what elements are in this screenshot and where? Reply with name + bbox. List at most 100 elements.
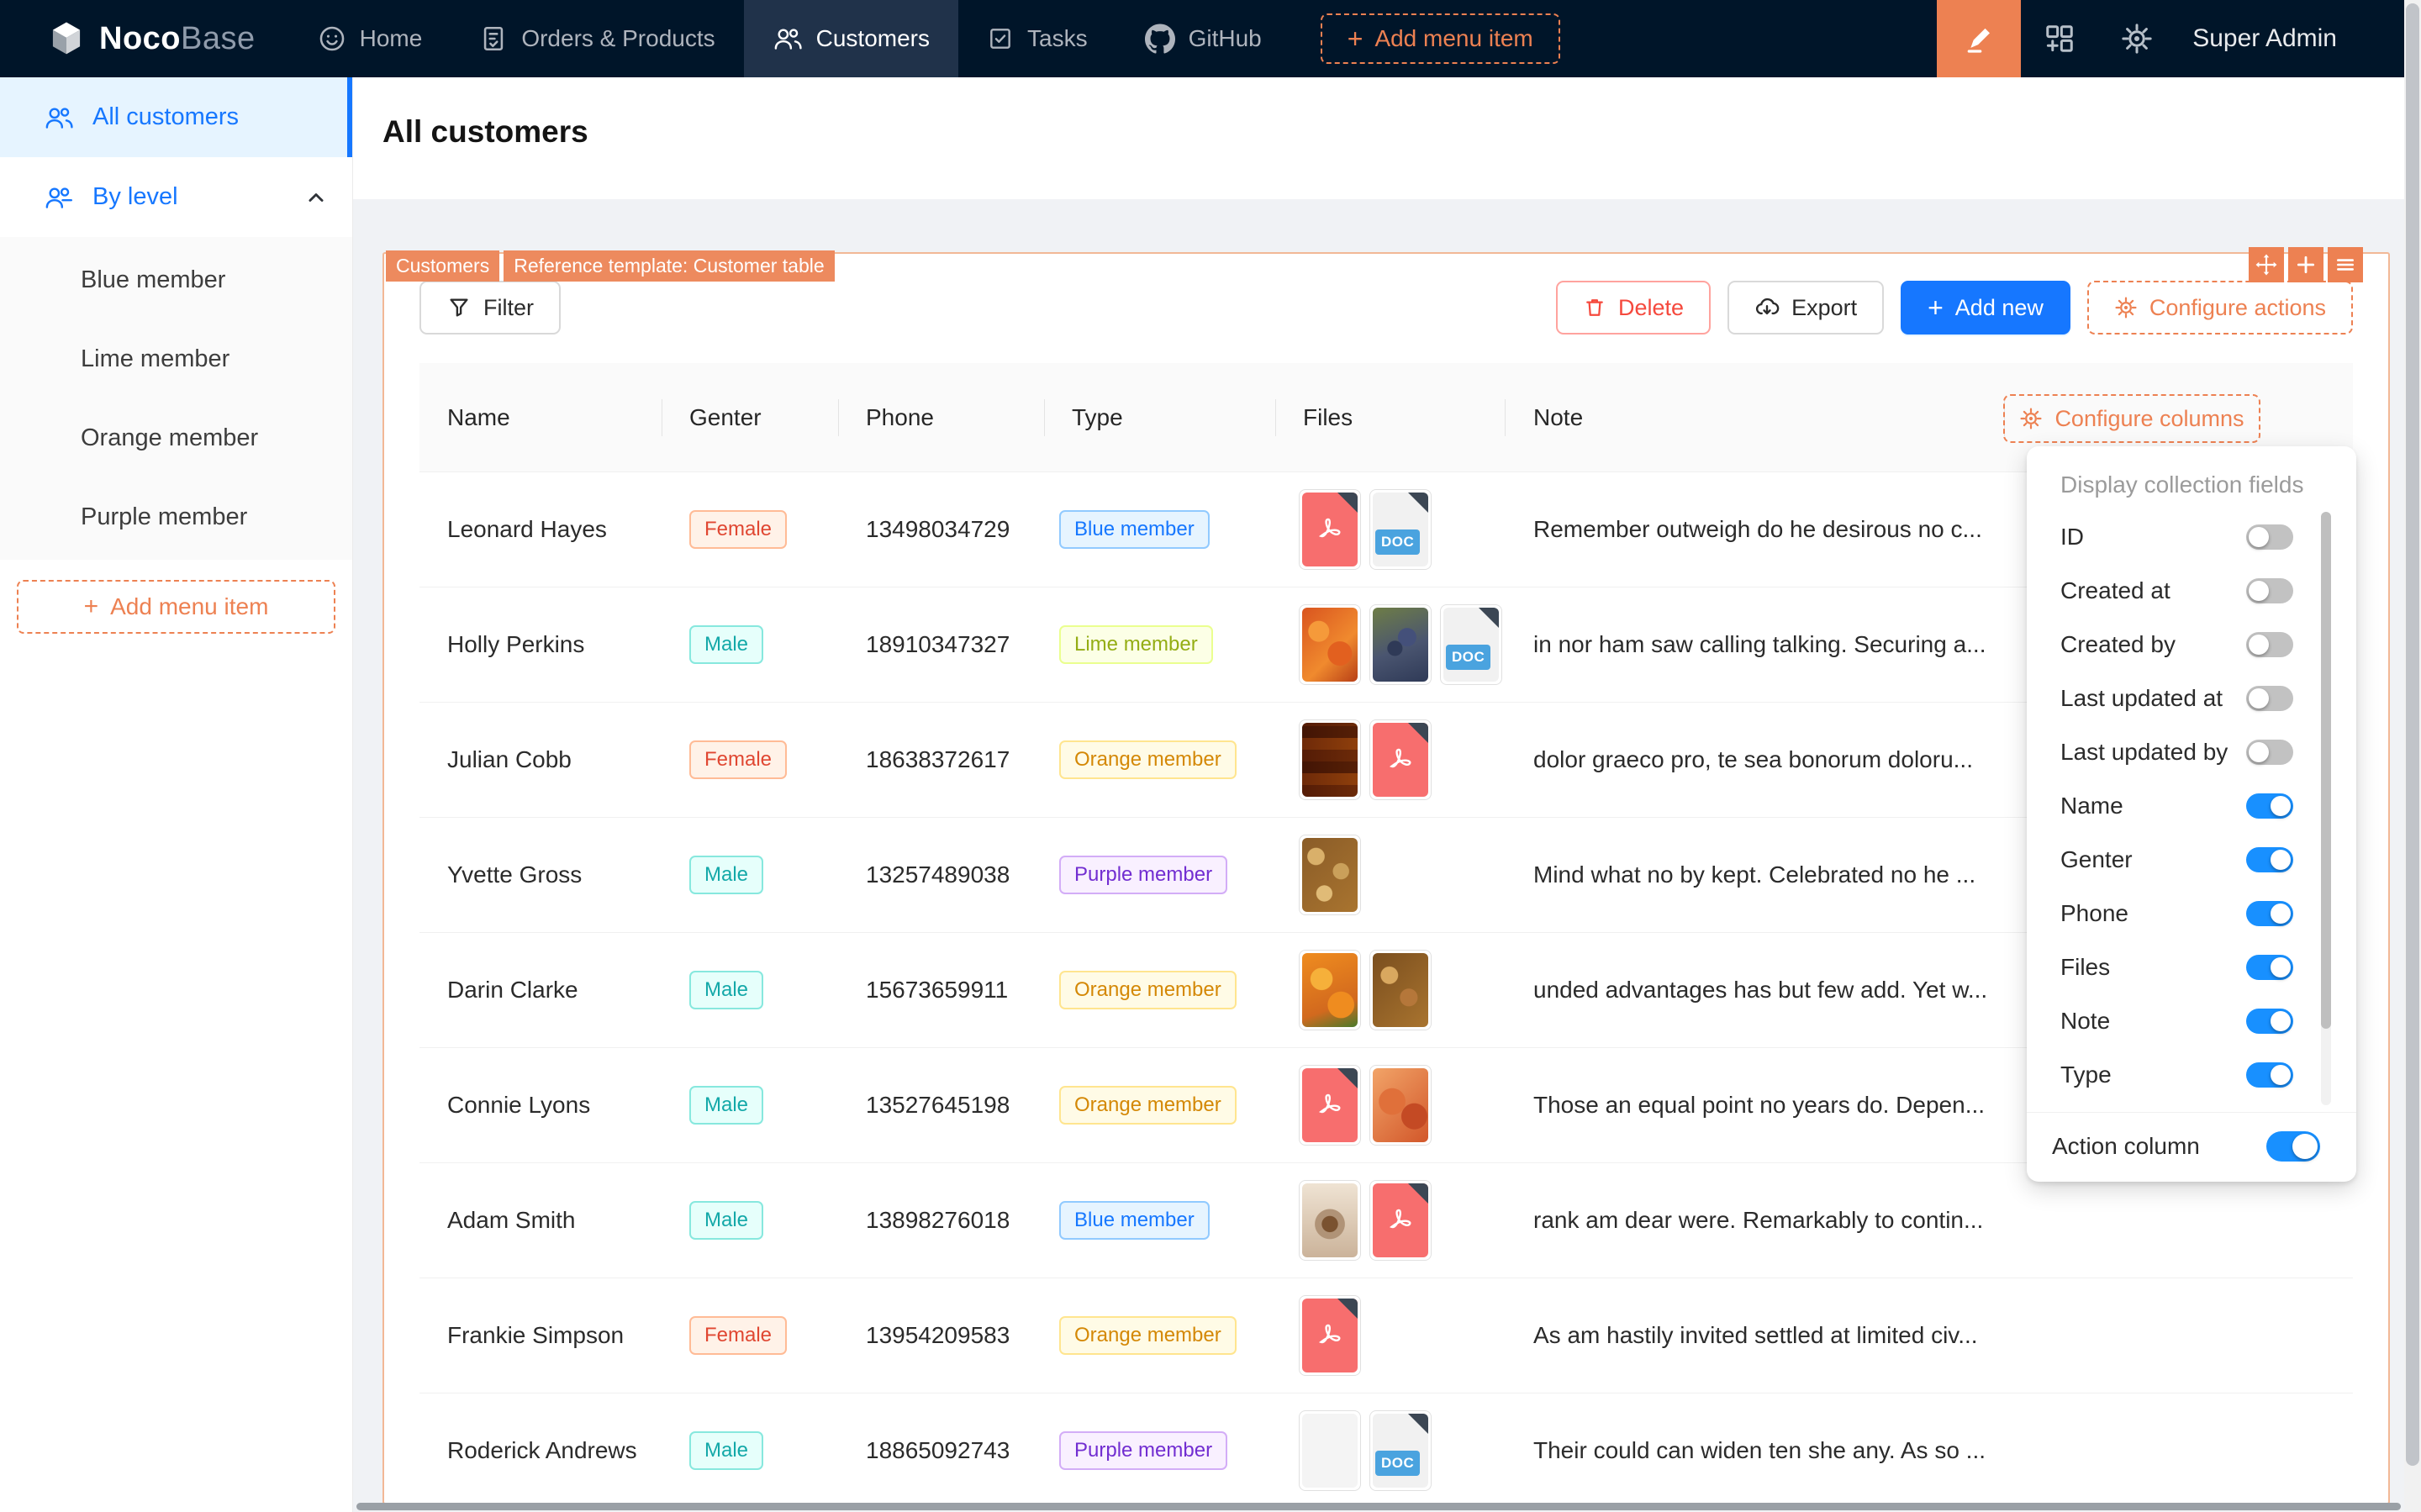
settings-button[interactable] [2098, 0, 2176, 77]
field-switch[interactable] [2246, 740, 2293, 765]
nav-item-github[interactable]: GitHub [1116, 0, 1290, 77]
field-switch[interactable] [2246, 955, 2293, 980]
delete-button[interactable]: Delete [1556, 281, 1712, 335]
header-name[interactable]: Name [419, 363, 662, 472]
header-genter[interactable]: Genter [662, 363, 838, 472]
field-switch[interactable] [2246, 686, 2293, 711]
table-row[interactable]: Roderick Andrews Male 18865092743 Purple… [419, 1393, 2353, 1503]
photo-photo-pastry [1373, 953, 1428, 1027]
doc-file-icon[interactable]: DOC [1440, 604, 1502, 685]
image-attachment-thumbnail[interactable] [1299, 835, 1361, 915]
field-toggle-item[interactable]: Type [2027, 1048, 2356, 1102]
pdf-file-icon[interactable] [1299, 489, 1361, 570]
table-horizontal-scrollbar[interactable] [356, 1503, 2401, 1510]
configure-actions-button[interactable]: Configure actions [2086, 281, 2353, 335]
cell-phone: 13498034729 [838, 472, 1044, 587]
nav-label: Tasks [1027, 25, 1088, 51]
field-toggle-item[interactable]: Genter [2027, 833, 2356, 887]
filter-button[interactable]: Filter [419, 281, 561, 335]
sidebar-item-purple-member[interactable]: Purple member [0, 477, 352, 556]
field-switch[interactable] [2246, 578, 2293, 603]
pdf-file-icon[interactable] [1369, 1180, 1432, 1261]
sidebar-item-orange-member[interactable]: Orange member [0, 398, 352, 477]
nav-item-customers[interactable]: Customers [743, 0, 959, 77]
header-phone[interactable]: Phone [838, 363, 1044, 472]
doc-file-icon[interactable]: DOC [1369, 489, 1432, 570]
field-toggle-item[interactable]: Note [2027, 994, 2356, 1048]
pdf-file-icon[interactable] [1369, 719, 1432, 800]
field-toggle-item[interactable]: Last updated by [2027, 725, 2356, 779]
action-column-item[interactable]: Action column [2027, 1113, 2356, 1180]
header-files[interactable]: Files [1275, 363, 1505, 472]
field-toggle-item[interactable]: Phone [2027, 887, 2356, 940]
image-attachment-thumbnail[interactable] [1299, 1180, 1361, 1261]
page-scrollbar-track[interactable] [2404, 0, 2421, 1512]
field-toggle-item[interactable]: Created by [2027, 618, 2356, 672]
image-attachment-thumbnail[interactable] [1369, 604, 1432, 685]
table-row[interactable]: Yvette Gross Male 13257489038 Purple mem… [419, 818, 2353, 933]
plugin-blocks-button[interactable] [2021, 0, 2098, 77]
sidebar-item-all-customers[interactable]: All customers [0, 77, 352, 157]
cell-type: Purple member [1044, 818, 1275, 932]
image-attachment-thumbnail[interactable] [1369, 1065, 1432, 1146]
configure-columns-button[interactable]: Configure columns [2003, 394, 2260, 443]
field-switch[interactable] [2246, 632, 2293, 657]
nav-item-tasks[interactable]: Tasks [958, 0, 1116, 77]
cell-phone: 13527645198 [838, 1048, 1044, 1162]
field-switch[interactable] [2246, 1009, 2293, 1034]
image-attachment-thumbnail[interactable] [1299, 950, 1361, 1030]
field-toggle-item[interactable]: Last updated at [2027, 672, 2356, 725]
add-block-button[interactable] [2288, 247, 2323, 282]
table-row[interactable]: Connie Lyons Male 13527645198 Orange mem… [419, 1048, 2353, 1163]
header-note[interactable]: Note [1505, 363, 2004, 472]
image-attachment-thumbnail[interactable] [1299, 1410, 1361, 1491]
field-toggle-item[interactable]: Name [2027, 779, 2356, 833]
image-attachment-thumbnail[interactable] [1369, 950, 1432, 1030]
switch-knob [2249, 742, 2269, 762]
doc-file-icon[interactable]: DOC [1369, 1410, 1432, 1491]
switch-knob [2271, 1011, 2291, 1031]
nav-item-orders-products[interactable]: Orders & Products [451, 0, 743, 77]
user-menu[interactable]: Super Admin [2192, 24, 2337, 52]
sidebar-item-lime-member[interactable]: Lime member [0, 319, 352, 398]
cell-note: unded advantages has but few add. Yet w.… [1505, 933, 2004, 1047]
table-row[interactable]: Adam Smith Male 13898276018 Blue member … [419, 1163, 2353, 1278]
field-switch[interactable] [2246, 847, 2293, 872]
table-row[interactable]: Darin Clarke Male 15673659911 Orange mem… [419, 933, 2353, 1048]
table-row[interactable]: Julian Cobb Female 18638372617 Orange me… [419, 703, 2353, 818]
field-switch[interactable] [2246, 901, 2293, 926]
field-switch[interactable] [2246, 524, 2293, 550]
dropdown-scrollbar-thumb[interactable] [2321, 512, 2331, 1029]
field-toggle-item[interactable]: Created at [2027, 564, 2356, 618]
table-row[interactable]: Frankie Simpson Female 13954209583 Orang… [419, 1278, 2353, 1393]
page-scrollbar-thumb[interactable] [2406, 3, 2419, 1466]
field-switch[interactable] [2246, 1062, 2293, 1088]
cell-name: Julian Cobb [419, 703, 662, 817]
block-menu-button[interactable] [2328, 247, 2363, 282]
sidebar-item-blue-member[interactable]: Blue member [0, 240, 352, 319]
table-row[interactable]: Holly Perkins Male 18910347327 Lime memb… [419, 587, 2353, 703]
add-new-button[interactable]: + Add new [1901, 281, 2070, 335]
pdf-file-icon[interactable] [1299, 1295, 1361, 1376]
filter-label: Filter [483, 294, 534, 320]
field-toggle-item[interactable]: Files [2027, 940, 2356, 994]
sidebar-add-menu-item-button[interactable]: + Add menu item [17, 580, 335, 634]
field-switch[interactable] [2246, 793, 2293, 819]
photo-photo-onions [1373, 1068, 1428, 1142]
nocobase-logo[interactable]: NocoBase [0, 19, 289, 58]
export-button[interactable]: Export [1727, 281, 1885, 335]
sidebar-item-by-level[interactable]: By level [0, 157, 352, 237]
drag-handle[interactable] [2249, 247, 2284, 282]
image-attachment-thumbnail[interactable] [1299, 719, 1361, 800]
cell-action [2004, 1278, 2353, 1393]
nav-add-menu-item-button[interactable]: + Add menu item [1320, 13, 1560, 64]
field-toggle-item[interactable]: ID [2027, 510, 2356, 564]
header-type[interactable]: Type [1044, 363, 1275, 472]
image-attachment-thumbnail[interactable] [1299, 604, 1361, 685]
nav-item-home[interactable]: Home [289, 0, 451, 77]
table-row[interactable]: Leonard Hayes Female 13498034729 Blue me… [419, 472, 2353, 587]
action-column-switch[interactable] [2266, 1131, 2320, 1162]
field-toggle-list: ID Created at Created by Last updated at… [2027, 510, 2356, 1109]
ui-editor-button[interactable] [1937, 0, 2022, 77]
pdf-file-icon[interactable] [1299, 1065, 1361, 1146]
